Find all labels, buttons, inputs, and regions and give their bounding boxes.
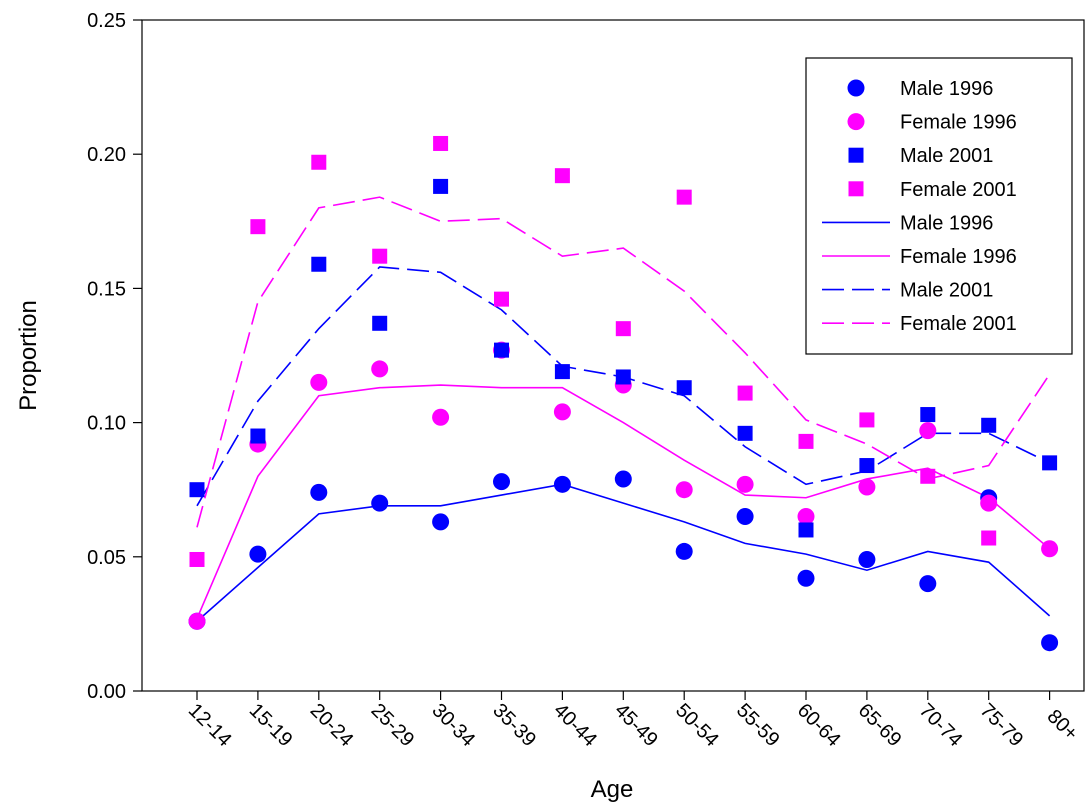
series-line-female-1996 (196, 384, 1051, 619)
point-male-1996 (553, 475, 571, 493)
point-female-1996 (858, 478, 876, 496)
x-axis-title: Age (591, 776, 634, 803)
point-female-2001 (676, 189, 692, 205)
point-male-1996 (614, 470, 632, 488)
point-male-2001 (433, 178, 449, 194)
point-female-1996 (919, 422, 937, 440)
x-tick-label: 30-34 (427, 699, 479, 751)
y-tick-label: 0.15 (87, 278, 126, 300)
series-line-female-2001 (196, 196, 1051, 528)
point-female-1996 (797, 508, 815, 526)
point-female-1996 (1041, 540, 1059, 558)
legend-marker-female-2001 (848, 181, 864, 197)
x-tick-label: 55-59 (732, 699, 784, 751)
point-female-2001 (494, 291, 509, 307)
series-line-male-1996 (196, 483, 1051, 622)
point-male-1996 (675, 542, 693, 560)
x-tick-label: 15-19 (245, 699, 297, 751)
point-male-2001 (494, 342, 509, 358)
y-tick-label: 0.10 (87, 413, 126, 435)
point-male-1996 (249, 545, 267, 563)
y-tick-label: 0.25 (87, 10, 126, 32)
legend-label-female-2001: Female 2001 (900, 313, 1017, 335)
x-tick-label: 35-39 (488, 699, 540, 751)
point-female-2001 (798, 433, 814, 449)
legend-label-female-1996: Female 1996 (900, 112, 1017, 134)
x-tick-label: 25-29 (367, 699, 419, 751)
x-tick-label: 50-54 (671, 699, 723, 751)
point-female-1996 (675, 481, 693, 499)
point-male-1996 (1041, 634, 1059, 652)
point-male-2001 (981, 417, 997, 433)
point-male-1996 (797, 569, 815, 587)
legend-label-male-2001: Male 2001 (900, 280, 993, 302)
point-male-1996 (371, 494, 389, 512)
point-female-2001 (311, 154, 327, 170)
x-tick-label: 60-64 (793, 699, 845, 751)
point-female-1996 (432, 408, 450, 426)
point-male-1996 (919, 575, 937, 593)
x-tick-label: 20-24 (306, 699, 358, 751)
x-tick-label: 80+ (1043, 705, 1083, 745)
point-male-1996 (432, 513, 450, 531)
x-tick-label: 45-49 (610, 699, 662, 751)
point-female-1996 (310, 373, 328, 391)
point-male-2001 (311, 256, 327, 272)
point-female-2001 (920, 468, 936, 484)
point-female-2001 (615, 321, 631, 337)
legend-marker-male-1996 (847, 79, 865, 97)
point-female-2001 (189, 551, 205, 567)
legend-marker-female-1996 (847, 113, 865, 131)
legend-marker-male-2001 (848, 147, 864, 163)
point-male-2001 (1042, 455, 1058, 471)
legend-label-male-1996: Male 1996 (900, 78, 993, 100)
legend-label-male-2001: Male 2001 (900, 145, 993, 167)
plot-frame (141, 19, 1085, 692)
point-female-2001 (981, 530, 997, 546)
y-tick-label: 0.00 (87, 681, 126, 703)
point-male-2001 (676, 380, 692, 396)
point-male-2001 (859, 458, 875, 474)
point-female-1996 (553, 403, 571, 421)
point-female-1996 (980, 494, 998, 512)
point-male-2001 (737, 425, 753, 441)
x-tick-label: 70-74 (915, 699, 967, 751)
y-tick-label: 0.05 (87, 547, 126, 569)
legend-label-female-1996: Female 1996 (900, 246, 1017, 268)
point-male-1996 (310, 483, 328, 501)
x-tick-label: 75-79 (976, 699, 1028, 751)
point-male-1996 (858, 550, 876, 568)
point-male-2001 (798, 522, 814, 538)
point-female-2001 (250, 219, 266, 235)
point-male-2001 (372, 315, 388, 331)
point-male-1996 (493, 473, 510, 491)
point-male-2001 (554, 364, 570, 380)
point-female-2001 (737, 385, 753, 401)
legend-label-male-1996: Male 1996 (900, 212, 993, 234)
legend-box (805, 57, 1073, 355)
y-axis-title: Proportion (15, 300, 42, 411)
point-female-1996 (371, 360, 389, 378)
point-female-2001 (433, 135, 449, 151)
x-tick-label: 12-14 (184, 699, 236, 751)
point-male-2001 (189, 482, 205, 498)
point-female-1996 (188, 612, 206, 630)
point-female-2001 (554, 168, 570, 184)
point-male-2001 (250, 428, 266, 444)
x-tick-label: 65-69 (854, 699, 906, 751)
legend-label-female-2001: Female 2001 (900, 179, 1017, 201)
point-male-2001 (920, 407, 936, 423)
point-male-2001 (615, 369, 631, 385)
point-female-2001 (372, 248, 388, 264)
point-female-2001 (859, 412, 875, 428)
point-male-1996 (736, 508, 754, 526)
point-female-1996 (736, 475, 754, 493)
y-tick-label: 0.20 (87, 144, 126, 166)
x-tick-label: 40-44 (549, 699, 601, 751)
